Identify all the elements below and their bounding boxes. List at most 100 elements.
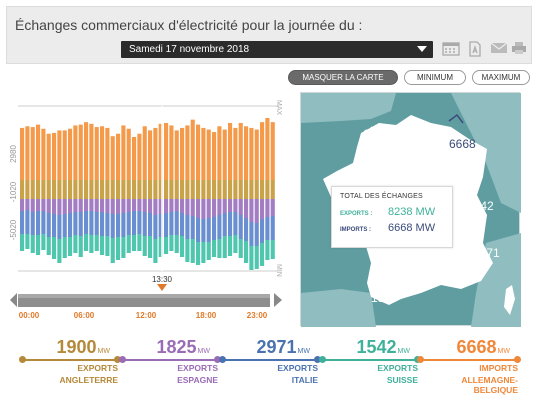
- bar-italie: [78, 212, 83, 236]
- bar-allemagne-belgique: [238, 122, 243, 180]
- stat-espagne: 1825MW EXPORTS ESPAGNE: [119, 334, 221, 396]
- bar-angleterre: [185, 180, 190, 199]
- calendar-icon[interactable]: [441, 41, 461, 58]
- bar-allemagne-belgique: [201, 127, 206, 180]
- stat-value: 2971MW: [257, 337, 311, 358]
- bar-suisse: [142, 236, 147, 256]
- bar-allemagne-belgique: [89, 123, 94, 180]
- bar-espagne: [222, 199, 227, 213]
- header-bar: Échanges commerciaux d'électricité pour …: [6, 6, 532, 64]
- bar-espagne: [62, 199, 67, 214]
- bar-italie: [206, 218, 211, 242]
- stat-country: ANGLETERRE: [59, 375, 118, 385]
- x-tick-label: 00:00: [19, 311, 40, 320]
- document-icon[interactable]: [465, 41, 485, 58]
- bar-angleterre: [233, 180, 238, 199]
- bar-italie: [57, 215, 62, 239]
- bar-espagne: [110, 199, 115, 214]
- bar-allemagne-belgique: [244, 126, 249, 180]
- bar-italie: [46, 213, 51, 237]
- exports-label: EXPORTS :: [340, 211, 373, 217]
- bar-italie: [201, 219, 206, 242]
- bar-angleterre: [57, 180, 62, 199]
- print-icon[interactable]: [509, 41, 529, 58]
- map-value-suisse[interactable]: 1542: [467, 199, 494, 213]
- bar-espagne: [260, 199, 265, 219]
- minimum-button[interactable]: MINIMUM: [404, 70, 466, 85]
- y-tick-2980: 2980: [9, 145, 18, 163]
- bar-suisse: [238, 239, 243, 258]
- totals-title: TOTAL DES ÉCHANGES: [340, 193, 423, 200]
- stat-type: EXPORTS: [377, 363, 418, 373]
- bar-suisse: [30, 235, 35, 253]
- stat-value: 6668MW: [457, 337, 511, 358]
- map-value-italie[interactable]: 2971: [473, 246, 500, 260]
- bar-espagne: [212, 199, 217, 217]
- bar-allemagne-belgique: [174, 130, 179, 180]
- bar-angleterre: [73, 180, 78, 199]
- arrow-icon: [448, 113, 464, 124]
- maximum-button[interactable]: MAXIMUM: [472, 70, 530, 85]
- email-icon[interactable]: [489, 41, 509, 58]
- bar-suisse: [41, 234, 46, 250]
- scroll-right-arrow-icon[interactable]: [274, 293, 282, 307]
- bar-espagne: [142, 199, 147, 212]
- bar-allemagne-belgique: [190, 119, 195, 180]
- bar-allemagne-belgique: [169, 125, 174, 180]
- france-map: 1900 6668 1542 2971 1825 TOTAL DES ÉCHAN…: [300, 92, 521, 327]
- page-title: Échanges commerciaux d'électricité pour …: [15, 17, 363, 33]
- max-label: MAX: [275, 100, 282, 116]
- scroll-left-arrow-icon[interactable]: [10, 293, 17, 307]
- bar-espagne: [233, 199, 238, 212]
- bar-allemagne-belgique: [212, 132, 217, 180]
- bar-angleterre: [100, 180, 105, 199]
- bar-italie: [94, 212, 99, 235]
- bar-allemagne-belgique: [260, 122, 265, 180]
- bar-angleterre: [137, 180, 142, 199]
- map-value-allemagne-belgique[interactable]: 6668: [449, 137, 476, 151]
- bar-espagne: [169, 199, 174, 212]
- bar-espagne: [190, 199, 195, 216]
- totals-imports-row: IMPORTS : 6668 MW: [340, 222, 444, 238]
- bar-suisse: [174, 235, 179, 253]
- stat-country: ALLEMAGNE-BELGIQUE: [461, 375, 518, 395]
- bar-suisse: [46, 237, 51, 255]
- bar-angleterre: [121, 180, 126, 199]
- bar-suisse: [217, 239, 222, 258]
- bar-suisse: [249, 246, 254, 270]
- bar-espagne: [20, 199, 25, 211]
- bar-italie: [126, 212, 131, 235]
- stat-number: 6668: [456, 337, 497, 357]
- bar-angleterre: [142, 180, 147, 199]
- map-value-espagne[interactable]: 1825: [371, 291, 398, 305]
- bar-allemagne-belgique: [46, 133, 51, 180]
- cursor-marker-icon[interactable]: [157, 284, 167, 291]
- bar-italie: [121, 213, 126, 237]
- bar-suisse: [196, 242, 201, 265]
- bar-italie: [41, 211, 46, 234]
- chevron-down-icon[interactable]: [417, 46, 427, 52]
- map-value-angleterre[interactable]: 1900: [363, 127, 390, 141]
- bar-angleterre: [265, 180, 270, 199]
- bar-angleterre: [153, 180, 158, 199]
- hide-map-button[interactable]: MASQUER LA CARTE: [288, 70, 398, 85]
- bar-espagne: [105, 199, 110, 213]
- bar-allemagne-belgique: [20, 127, 25, 180]
- bar-angleterre: [222, 180, 227, 199]
- bar-suisse: [94, 235, 99, 251]
- bar-angleterre: [212, 180, 217, 199]
- date-select[interactable]: Samedi 17 novembre 2018: [121, 41, 433, 58]
- bar-suisse: [78, 236, 83, 257]
- bar-espagne: [52, 199, 57, 214]
- bar-italie: [238, 215, 243, 239]
- timeline-track-highlight: [18, 294, 270, 298]
- bar-angleterre: [78, 180, 83, 199]
- totals-panel: TOTAL DES ÉCHANGES EXPORTS : 8238 MW IMP…: [331, 186, 453, 248]
- bar-suisse: [206, 242, 211, 260]
- uk-landmass: [301, 93, 396, 123]
- imports-value: 6668 MW: [388, 222, 436, 234]
- bar-espagne: [244, 199, 249, 218]
- bar-angleterre: [158, 180, 163, 199]
- bar-espagne: [132, 199, 137, 211]
- bar-allemagne-belgique: [185, 125, 190, 180]
